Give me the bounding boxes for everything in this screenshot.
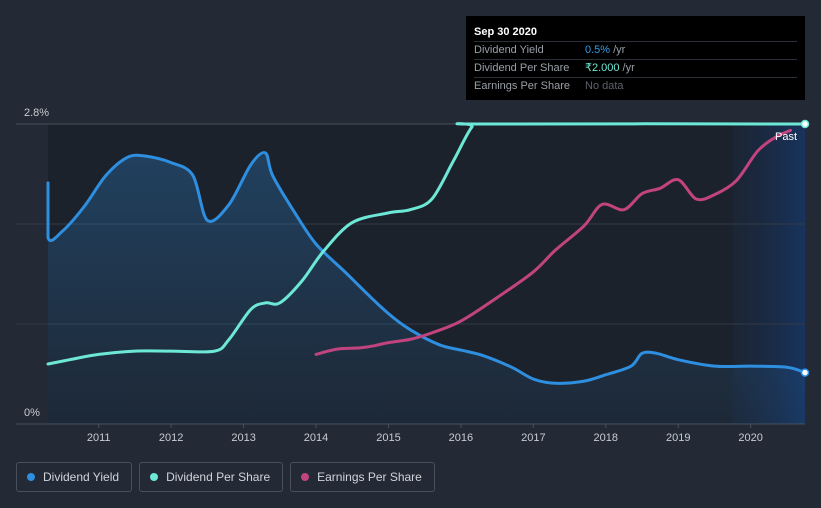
legend-item-dividend-yield[interactable]: Dividend Yield (16, 462, 133, 492)
tooltip-value: ₹2.000 (585, 62, 620, 74)
legend-label: Dividend Per Share (166, 470, 271, 484)
tooltip-value: No data (585, 80, 624, 92)
x-tick-label: 2013 (231, 432, 255, 444)
y-axis-ticks: 2.8% 0% (24, 107, 49, 419)
tooltip-label: Earnings Per Share (474, 80, 570, 92)
x-tick-label: 2020 (738, 432, 762, 444)
tooltip-row-earnings-per-share: Earnings Per Share No data (474, 77, 797, 95)
x-tick-label: 2016 (449, 432, 473, 444)
past-label: Past (775, 131, 797, 143)
tooltip-value: 0.5% (585, 44, 611, 56)
series-line-earnings-per-share (314, 128, 792, 356)
y-tick-label: 0% (24, 407, 40, 419)
legend-label: Dividend Yield (43, 470, 120, 484)
tooltip-row-dividend-per-share: Dividend Per Share ₹2.000 /yr (474, 59, 797, 77)
x-tick-label: 2019 (666, 432, 690, 444)
x-tick-label: 2017 (521, 432, 545, 444)
legend-item-earnings-per-share[interactable]: Earnings Per Share (290, 462, 435, 492)
end-markers (800, 119, 810, 377)
tooltip-label: Dividend Yield (474, 44, 544, 56)
tooltip-unit: /yr (613, 44, 626, 56)
legend-dot-icon (301, 473, 310, 481)
x-tick-label: 2018 (594, 432, 618, 444)
legend-item-dividend-per-share[interactable]: Dividend Per Share (139, 462, 284, 492)
series-end-marker (800, 368, 810, 377)
dividend-yield-area (48, 152, 805, 425)
tooltip-date: Sep 30 2020 (474, 26, 537, 38)
series-lines (46, 122, 807, 385)
x-tick-label: 2011 (87, 432, 111, 444)
legend-label: Earnings Per Share (317, 470, 422, 484)
x-tick-label: 2014 (304, 432, 328, 444)
series-line-dividend-per-share (46, 122, 807, 366)
tooltip-row-dividend-yield: Dividend Yield 0.5% /yr (474, 41, 797, 59)
tooltip-label: Dividend Per Share (474, 62, 570, 74)
x-tick-label: 2015 (376, 432, 400, 444)
legend: Dividend Yield Dividend Per Share Earnin… (16, 462, 435, 492)
legend-dot-icon (150, 473, 159, 481)
tooltip: Sep 30 2020 Dividend Yield 0.5% /yr Divi… (466, 16, 805, 100)
x-tick-label: 2012 (159, 432, 183, 444)
tooltip-unit: /yr (622, 62, 635, 74)
legend-dot-icon (27, 473, 35, 481)
y-tick-label: 2.8% (24, 107, 49, 119)
series-line-dividend-yield (46, 151, 807, 385)
x-axis-ticks: 2011 2012 2013 2014 2015 2016 2017 2018 2019 2020 (87, 424, 763, 444)
series-end-marker (800, 119, 810, 129)
